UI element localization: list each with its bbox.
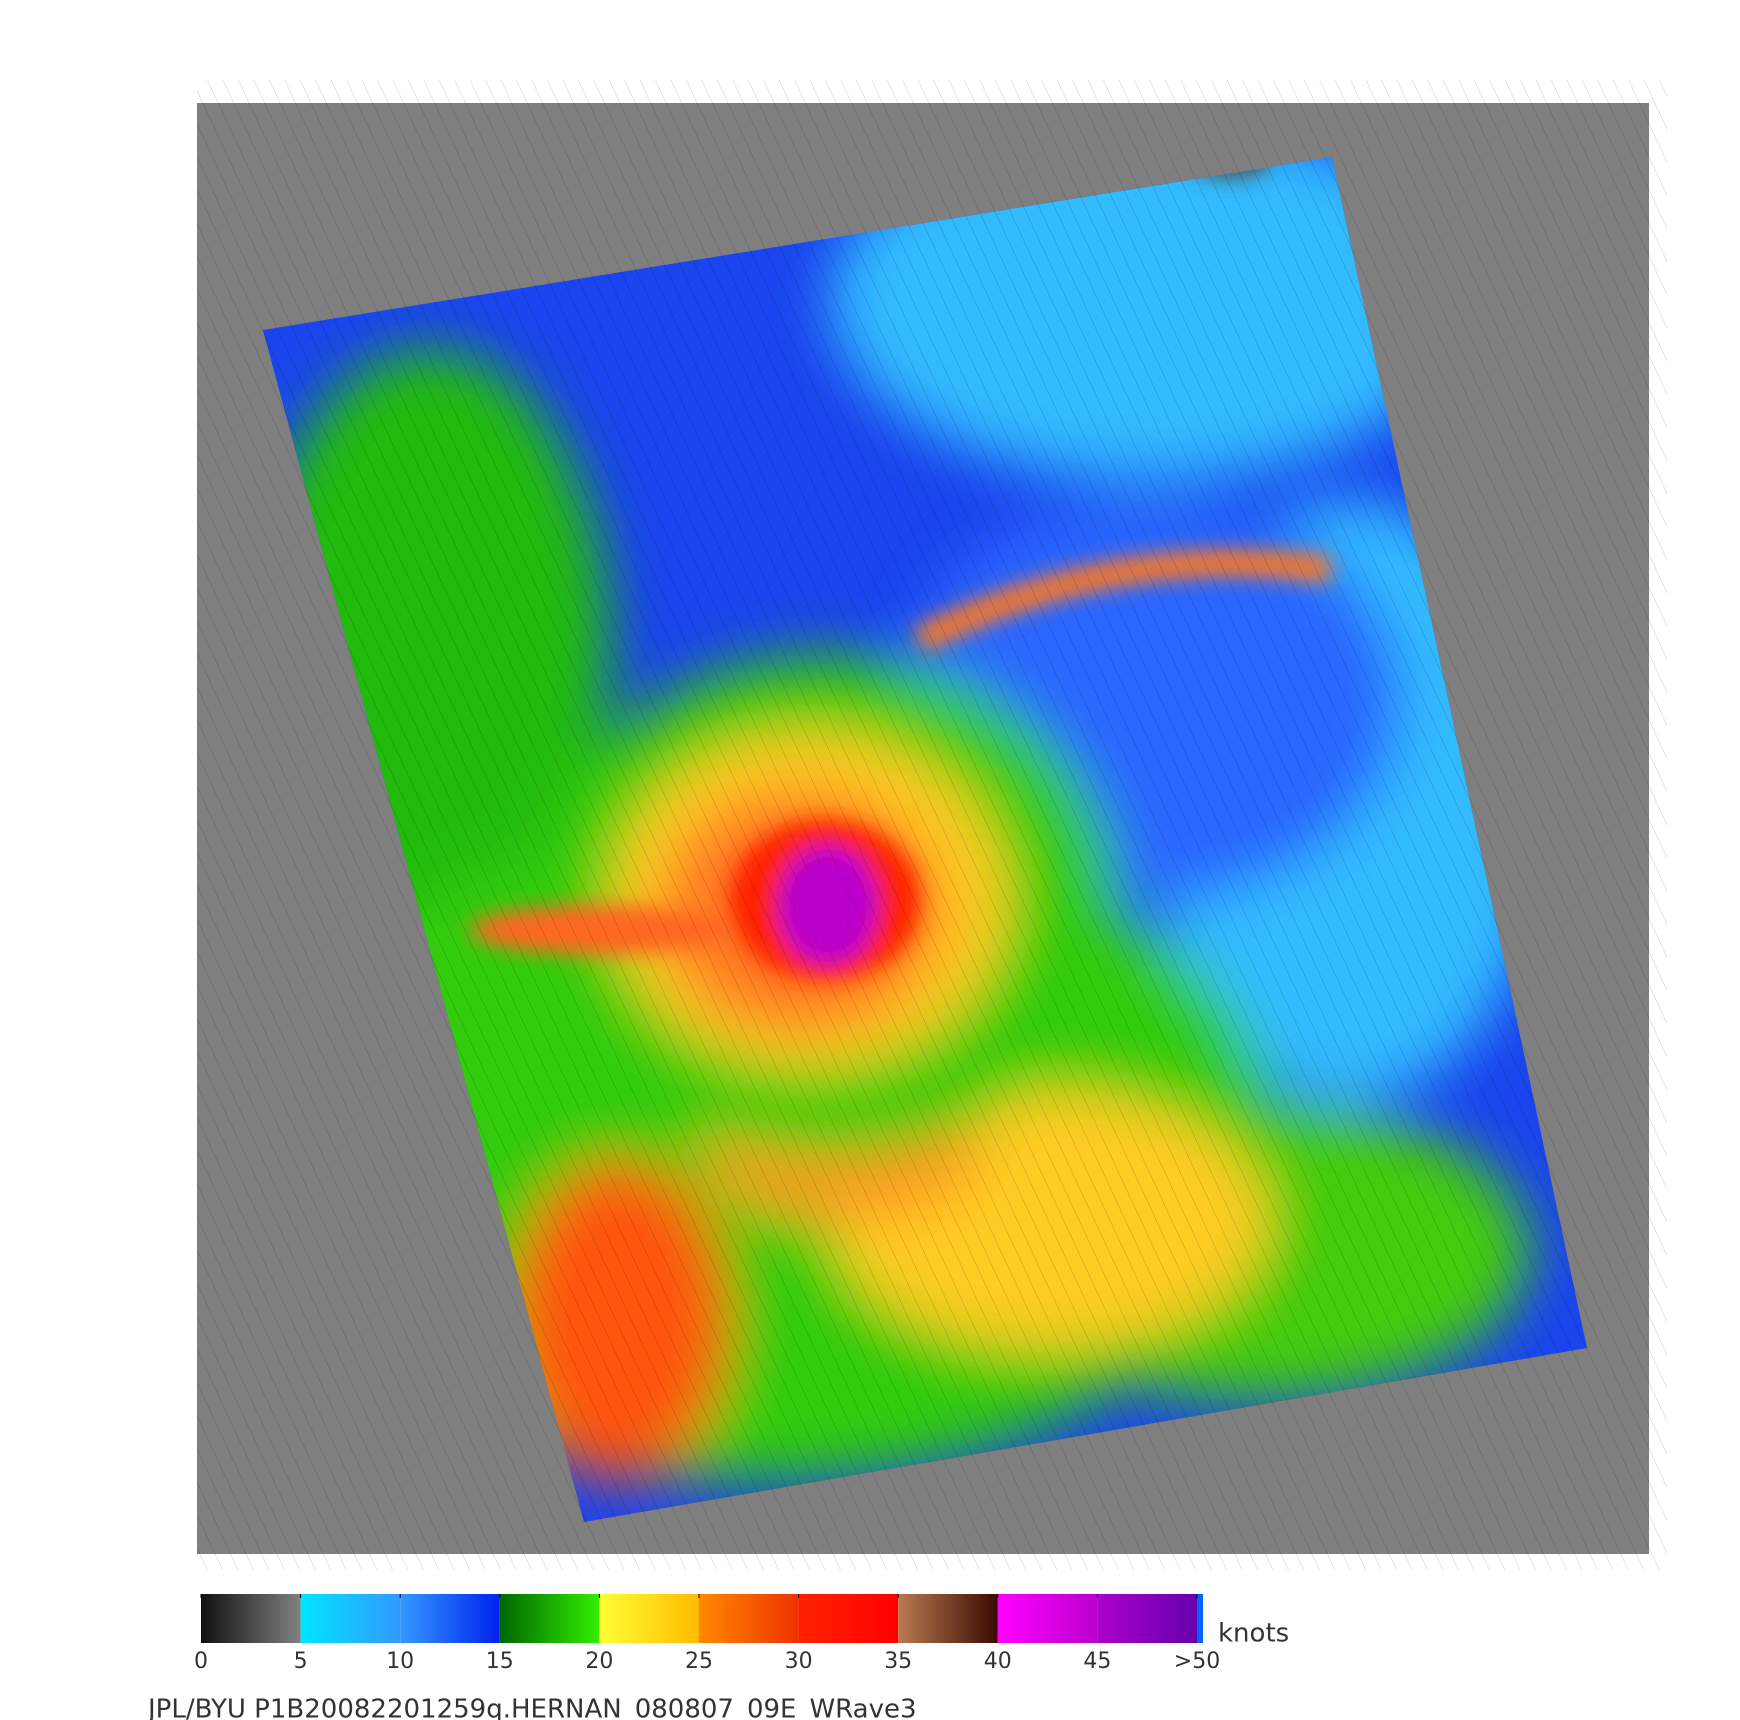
colorbar-tick-label: >50 xyxy=(1174,1649,1220,1674)
colorbar-unit: knots xyxy=(1218,1619,1289,1649)
colorbar-segment xyxy=(997,1594,1098,1643)
colorbar-tick-label: 25 xyxy=(685,1649,713,1674)
colorbar-segment xyxy=(1097,1594,1197,1643)
swath xyxy=(263,157,1587,1522)
colorbar-segment xyxy=(898,1594,998,1643)
colorbar-tick-label: 30 xyxy=(785,1649,813,1674)
colorbar-segment xyxy=(201,1594,301,1643)
colorbar-tick-label: 45 xyxy=(1083,1649,1111,1674)
colorbar-tick-label: 15 xyxy=(486,1649,514,1674)
colorbar-tick-label: 20 xyxy=(585,1649,613,1674)
caption: JPL/BYU P1B20082201259q.HERNAN_080807_09… xyxy=(146,1695,917,1720)
colorbar-tick-label: 35 xyxy=(884,1649,912,1674)
colorbar-segment xyxy=(798,1594,899,1643)
colorbar-segment xyxy=(400,1594,500,1643)
colorbar-segment xyxy=(599,1594,699,1643)
colorbar-tick-label: 40 xyxy=(984,1649,1012,1674)
colorbar-segment xyxy=(499,1594,600,1643)
colorbar-segment xyxy=(699,1594,799,1643)
colorbar-tick-label: 10 xyxy=(386,1649,414,1674)
colorbar-tick-label: 0 xyxy=(194,1649,208,1674)
colorbar-tick-label: 5 xyxy=(294,1649,308,1674)
colorbar-segment xyxy=(300,1594,401,1643)
colorbar-edge xyxy=(1197,1594,1203,1643)
